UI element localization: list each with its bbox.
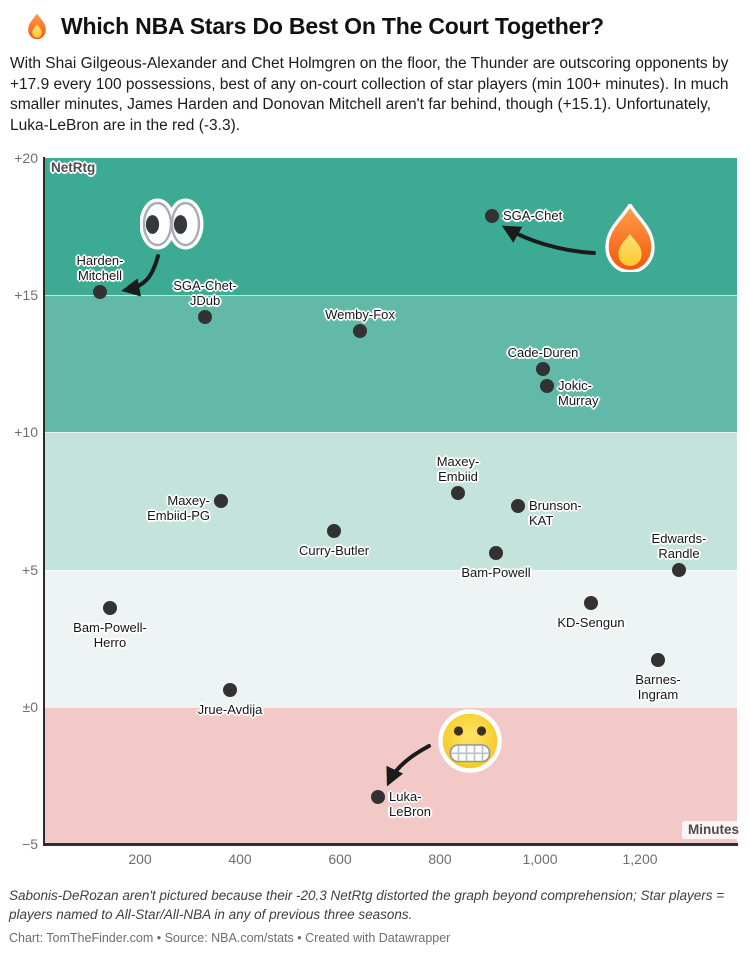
header: Which NBA Stars Do Best On The Court Tog…: [25, 12, 604, 40]
point-label: Jrue-Avdija: [197, 702, 263, 718]
chart-description: With Shai Gilgeous-Alexander and Chet Ho…: [10, 55, 729, 134]
value-band: [45, 569, 737, 707]
eyes-emoji: [140, 198, 204, 250]
x-axis-line: [43, 843, 738, 846]
point-label: Brunson- KAT: [529, 498, 582, 529]
point-label: Wemby-Fox: [325, 306, 395, 322]
point-label: Bam-Powell- Herro: [73, 620, 147, 651]
y-tick-label: −5: [22, 836, 38, 852]
data-point-curry-butler[interactable]: [327, 524, 341, 539]
gridline: [45, 432, 737, 434]
y-tick-label: +20: [14, 150, 38, 166]
data-point-maxey-embiid[interactable]: [451, 485, 465, 500]
point-label: Curry-Butler: [298, 543, 370, 559]
x-tick-label: 200: [128, 851, 152, 867]
point-label: Harden- Mitchell: [76, 253, 124, 284]
point-label: KD-Sengun: [557, 614, 625, 630]
point-label: Edwards- Randle: [651, 530, 707, 561]
y-tick-label: +10: [14, 424, 38, 441]
x-axis-title: Minutes: [682, 821, 746, 839]
data-point-kd-sengun[interactable]: [584, 595, 598, 610]
x-tick-label: 1,200: [622, 851, 658, 867]
grimace-emoji: [438, 709, 502, 773]
data-point-wemby-fox[interactable]: [353, 323, 367, 338]
data-point-edwards-randle[interactable]: [672, 562, 686, 577]
point-label: Luka- LeBron: [389, 789, 431, 820]
point-label: SGA-Chet- JDub: [173, 278, 237, 309]
data-point-jrue-avdija[interactable]: [223, 683, 237, 698]
gridline: [45, 569, 737, 571]
point-label: Jokic- Murray: [558, 377, 599, 408]
data-point-sga-chet-jdub[interactable]: [198, 310, 212, 325]
data-point-cade-duren[interactable]: [536, 362, 550, 377]
x-tick-label: 1,000: [522, 851, 558, 867]
point-label: Maxey- Embiid-PG: [147, 493, 210, 523]
footnote: Sabonis-DeRozan aren't pictured because …: [9, 888, 725, 922]
point-label: Bam-Powell: [461, 565, 531, 581]
point-label: SGA-Chet: [503, 207, 563, 223]
data-point-sga-chet[interactable]: [485, 208, 499, 223]
gridline: [45, 295, 737, 297]
value-band: [45, 432, 737, 570]
data-point-jokic-murray[interactable]: [540, 378, 554, 393]
point-label: Maxey- Embiid: [436, 453, 480, 484]
y-tick-label: +5: [22, 561, 38, 578]
data-point-luka-lebron[interactable]: [371, 790, 385, 805]
y-axis-line: [43, 157, 45, 845]
x-tick-label: 600: [328, 851, 352, 867]
point-label: Barnes- Ingram: [635, 672, 681, 703]
point-label: Cade-Duren: [507, 345, 579, 361]
x-tick-label: 400: [228, 851, 252, 867]
fire-emoji: [28, 13, 46, 40]
y-axis-title: NetRtg: [51, 160, 96, 175]
gridline: [45, 706, 737, 708]
data-point-harden-mitchell[interactable]: [93, 285, 107, 300]
page-title: Which NBA Stars Do Best On The Court Tog…: [61, 12, 604, 39]
data-point-bam-powell[interactable]: [489, 546, 503, 561]
data-point-maxey-embiid-pg[interactable]: [214, 494, 228, 508]
data-point-barnes-ingram[interactable]: [651, 653, 665, 668]
fire-emoji: [605, 204, 655, 272]
value-band: [45, 706, 737, 844]
y-tick-label: ±0: [22, 698, 38, 715]
x-tick-label: 800: [428, 851, 452, 867]
credit-line: Chart: TomTheFinder.com • Source: NBA.co…: [9, 931, 451, 945]
data-point-brunson-kat[interactable]: [511, 499, 525, 514]
y-tick-label: +15: [14, 287, 38, 304]
value-band: [45, 295, 737, 433]
data-point-bam-powell-herro[interactable]: [103, 601, 117, 616]
